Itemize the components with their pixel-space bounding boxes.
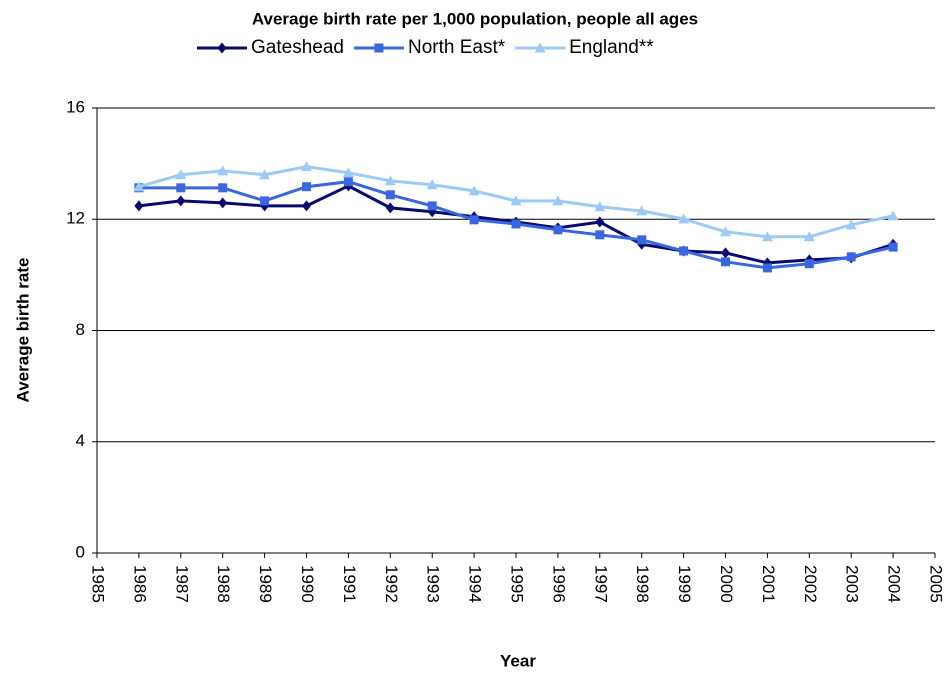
- marker: [510, 195, 522, 206]
- marker: [302, 182, 311, 192]
- marker: [385, 190, 395, 200]
- marker: [385, 202, 395, 214]
- marker: [426, 179, 438, 190]
- legend: Gateshead North East* England**: [197, 37, 654, 58]
- y-tick-label: 0: [76, 542, 85, 561]
- x-tick-label: 2004: [885, 565, 904, 603]
- marker: [803, 231, 815, 242]
- x-tick-label: 1996: [549, 565, 568, 603]
- marker: [176, 195, 186, 207]
- marker: [721, 257, 730, 267]
- y-tick-label: 12: [66, 209, 85, 228]
- marker: [175, 169, 187, 180]
- marker: [595, 216, 605, 228]
- marker: [342, 167, 354, 178]
- marker: [761, 231, 773, 242]
- marker: [343, 177, 353, 187]
- marker: [469, 215, 479, 225]
- x-tick-label: 1991: [340, 565, 359, 603]
- marker: [511, 219, 521, 229]
- x-tick-label: 1993: [424, 565, 443, 603]
- legend-marker: [374, 43, 384, 53]
- marker: [468, 185, 480, 196]
- marker: [218, 197, 228, 209]
- legend-label: North East*: [408, 37, 506, 58]
- marker: [720, 226, 731, 237]
- marker: [176, 183, 186, 193]
- legend-marker: [217, 42, 227, 54]
- x-tick-label: 1998: [633, 565, 652, 603]
- marker: [302, 200, 311, 212]
- marker: [804, 259, 814, 269]
- x-tick-label: 2000: [717, 565, 736, 603]
- legend-marker: [534, 42, 546, 53]
- y-tick-label: 16: [66, 97, 85, 116]
- marker: [260, 196, 270, 206]
- marker: [217, 165, 229, 176]
- x-tick-label: 1997: [591, 565, 610, 603]
- marker: [218, 183, 228, 193]
- marker: [553, 225, 563, 235]
- x-tick-label: 1992: [382, 565, 401, 603]
- x-tick-label: 2005: [927, 565, 946, 603]
- marker: [679, 246, 689, 256]
- x-tick-label: 1995: [508, 565, 527, 603]
- chart-title: Average birth rate per 1,000 population,…: [252, 9, 698, 28]
- marker: [427, 201, 437, 211]
- x-tick-label: 1988: [214, 565, 233, 603]
- legend-label: England**: [569, 37, 654, 58]
- x-tick-label: 2001: [759, 565, 778, 603]
- y-tick-label: 8: [76, 320, 85, 339]
- y-tick-label: 4: [76, 431, 85, 450]
- marker: [887, 210, 899, 221]
- x-tick-label: 1985: [89, 565, 108, 603]
- marker: [595, 230, 605, 240]
- marker: [259, 169, 271, 180]
- marker: [721, 247, 730, 259]
- marker: [678, 213, 690, 224]
- marker: [846, 252, 856, 262]
- x-tick-label: 2002: [801, 565, 820, 603]
- marker: [637, 235, 647, 245]
- y-axis-label: Average birth rate: [13, 258, 32, 403]
- x-tick-label: 1994: [466, 565, 485, 603]
- marker: [134, 200, 144, 212]
- x-axis-label: Year: [500, 651, 536, 670]
- marker: [133, 181, 145, 192]
- x-tick-label: 2003: [843, 565, 862, 603]
- marker: [384, 175, 396, 186]
- x-tick-label: 1987: [172, 565, 191, 603]
- x-tick-label: 1986: [130, 565, 149, 603]
- x-tick-label: 1999: [675, 565, 694, 603]
- x-tick-label: 1989: [256, 565, 275, 603]
- marker: [301, 161, 312, 172]
- marker: [636, 205, 648, 216]
- marker: [552, 195, 564, 206]
- marker: [594, 201, 606, 212]
- legend-label: Gateshead: [251, 37, 344, 58]
- marker: [845, 219, 857, 230]
- x-tick-label: 1990: [298, 565, 317, 603]
- marker: [888, 242, 898, 252]
- marker: [762, 263, 772, 273]
